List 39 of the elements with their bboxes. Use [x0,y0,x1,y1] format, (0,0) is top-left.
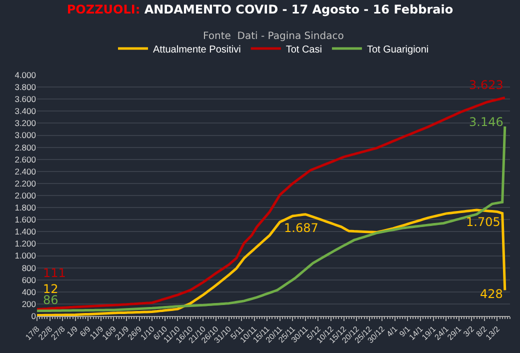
y-tick-label: 2.000 [14,190,36,200]
y-tick-label: 200 [22,298,36,309]
y-tick-label: 4.000 [14,70,36,80]
annotation: 1.705 [466,215,500,229]
y-tick-label: 400 [22,286,36,297]
y-tick-label: 1.800 [14,202,36,213]
legend-label: Tot Casi [286,44,322,56]
y-tick-label: 600 [22,274,36,285]
annotation: 3.623 [469,78,504,92]
y-tick-label: 3.200 [14,118,36,128]
legend-label: Attualmente Positivi [153,44,241,56]
line-series [37,208,506,316]
y-tick-label: 2.600 [14,154,36,164]
y-tick-label: 0 [31,310,36,321]
annotation: 3.146 [469,115,504,129]
y-tick-label: 3.800 [14,82,36,92]
y-tick-label: 1.000 [14,250,36,261]
y-tick-label: 1.200 [14,238,36,249]
y-tick-label: 800 [22,262,36,273]
annotation: 111 [43,266,66,280]
x-tick-label: 1/9 [65,324,80,339]
chart-title: POZZUOLI: ANDAMENTO COVID - 17 Agosto - 16 Febbraio [66,2,454,17]
annotation: 86 [43,293,58,307]
y-tick-label: 1.400 [14,226,36,237]
y-tick-label: 3.400 [14,106,36,116]
chart-subtitle: Fonte Dati - Pagina Sindaco [203,31,344,42]
x-tick-label: 9/1 [398,324,412,339]
annotation: 12 [43,282,58,296]
y-tick-label: 2.200 [14,178,36,188]
y-tick-label: 3.600 [14,94,36,104]
annotation: 1.687 [284,221,318,235]
x-tick-label: 3/2 [462,324,476,339]
x-tick-label: 4/1 [384,324,400,339]
legend-label: Tot Guarigioni [366,44,429,56]
annotation: 428 [480,287,503,301]
y-tick-label: 3.000 [14,130,36,140]
y-tick-label: 2.800 [14,142,36,152]
y-tick-label: 1.600 [14,214,36,225]
y-tick-label: 2.400 [14,166,36,176]
